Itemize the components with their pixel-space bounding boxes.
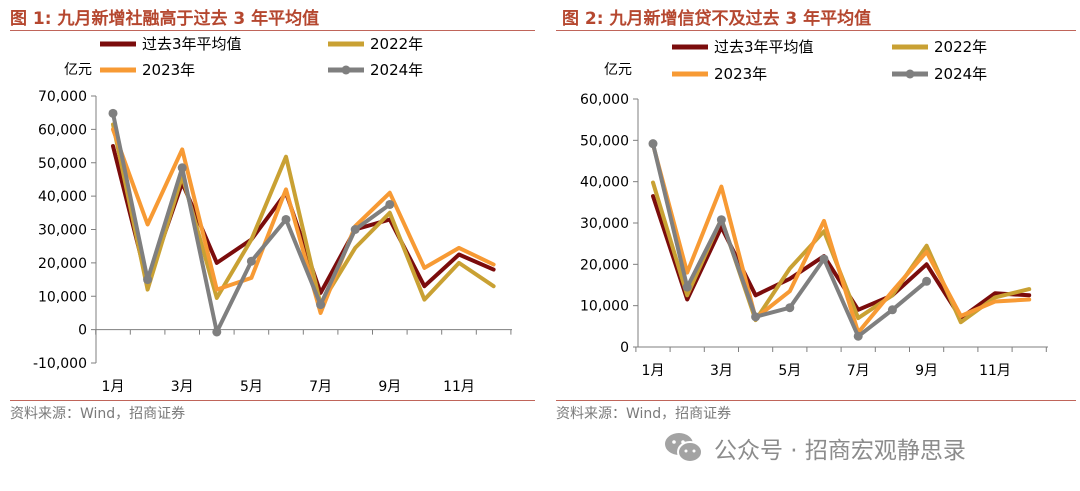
chart-panel-social-financing: 图 1: 九月新增社融高于过去 3 年平均值 -10,000 0 10,000 20,…: [0, 0, 540, 430]
y-tick-label: 20,000: [580, 257, 629, 273]
legend-label: 2022年: [370, 35, 423, 53]
x-tick-label: 5月: [778, 363, 801, 379]
y-axis-label: 亿元: [64, 62, 92, 78]
y-tick-label: 30,000: [580, 216, 629, 232]
x-tick-label: 7月: [847, 363, 870, 379]
data-point: [108, 108, 118, 118]
x-tick-label: 3月: [171, 379, 194, 395]
y-tick-label: 40,000: [580, 175, 629, 191]
data-point: [785, 303, 795, 313]
source-note: 资料来源：Wind，招商证券: [556, 406, 732, 422]
watermark-text: 公众号 · 招商宏观静思录: [714, 438, 966, 464]
legend-label: 2024年: [370, 61, 423, 79]
wechat-icon: [665, 433, 703, 463]
data-point: [350, 225, 360, 234]
x-tick-label: 5月: [240, 379, 263, 395]
data-point: [887, 305, 897, 315]
source-rule: [556, 400, 1076, 401]
y-tick-label: 10,000: [580, 299, 629, 315]
legend-label: 2023年: [142, 61, 195, 79]
y-tick-label: 60,000: [38, 122, 87, 138]
x-tick-label: 11月: [979, 363, 1011, 379]
data-point: [143, 275, 153, 285]
data-point: [682, 282, 692, 292]
x-tick-label: 7月: [309, 379, 332, 395]
y-tick-label: 30,000: [38, 223, 87, 239]
title-rule: [556, 30, 1076, 31]
figure-title: 图 2: 九月新增信贷不及过去 3 年平均值: [562, 9, 872, 29]
legend-label: 2024年: [934, 65, 987, 83]
legend-marker: [341, 65, 351, 75]
data-point: [316, 300, 326, 310]
y-tick-label: 70,000: [38, 89, 87, 105]
series-line: [111, 122, 496, 307]
y-tick-label: 50,000: [580, 133, 629, 149]
y-tick-label: 50,000: [38, 156, 87, 172]
y-tick-label: 60,000: [580, 92, 629, 108]
legend-label: 2023年: [714, 65, 767, 83]
legend-label: 2022年: [934, 38, 987, 56]
data-point: [177, 163, 187, 173]
data-point: [385, 199, 395, 209]
data-point: [648, 139, 658, 149]
data-point: [751, 312, 761, 322]
y-axis-label: 亿元: [604, 62, 632, 78]
y-tick-label: 0: [78, 323, 87, 339]
data-point: [922, 276, 932, 286]
y-tick-label: 20,000: [38, 256, 87, 272]
source-rule: [10, 400, 535, 401]
x-tick-label: 9月: [378, 379, 401, 395]
watermark: 公众号 · 招商宏观静思录: [664, 428, 966, 468]
series-line: [111, 111, 392, 334]
data-point: [246, 256, 256, 266]
x-tick-label: 3月: [710, 363, 733, 379]
line-chart-new-loans: 0 10,000 20,000 30,000 40,000 50,000 60,000 1月 3…: [580, 38, 1048, 379]
data-point: [212, 327, 222, 337]
y-tick-label: 40,000: [38, 189, 87, 205]
y-tick-label: 0: [620, 340, 629, 356]
x-tick-label: 9月: [915, 363, 938, 379]
data-point: [716, 215, 726, 225]
data-point: [853, 331, 863, 341]
data-point: [281, 214, 291, 224]
source-note: 资料来源：Wind，招商证券: [10, 406, 186, 422]
series-line: [651, 142, 1032, 335]
chart-panel-new-loans: 图 2: 九月新增信贷不及过去 3 年平均值 0 10,000 20,000 30,0…: [552, 0, 1080, 430]
line-chart-social-financing: -10,000 0 10,000 20,000 30,000 40,000 50,000 60…: [33, 35, 512, 395]
x-tick-label: 11月: [443, 379, 475, 395]
data-point: [819, 254, 829, 264]
figure-title: 图 1: 九月新增社融高于过去 3 年平均值: [10, 9, 320, 29]
y-tick-label: -10,000: [33, 356, 87, 372]
legend-marker: [905, 69, 915, 79]
series-line: [111, 127, 496, 315]
x-tick-label: 1月: [642, 363, 665, 379]
legend-label: 过去3年平均值: [714, 38, 814, 56]
legend-label: 过去3年平均值: [142, 35, 242, 53]
title-rule: [10, 30, 535, 31]
y-tick-label: 10,000: [38, 289, 87, 305]
x-tick-label: 1月: [102, 379, 125, 395]
